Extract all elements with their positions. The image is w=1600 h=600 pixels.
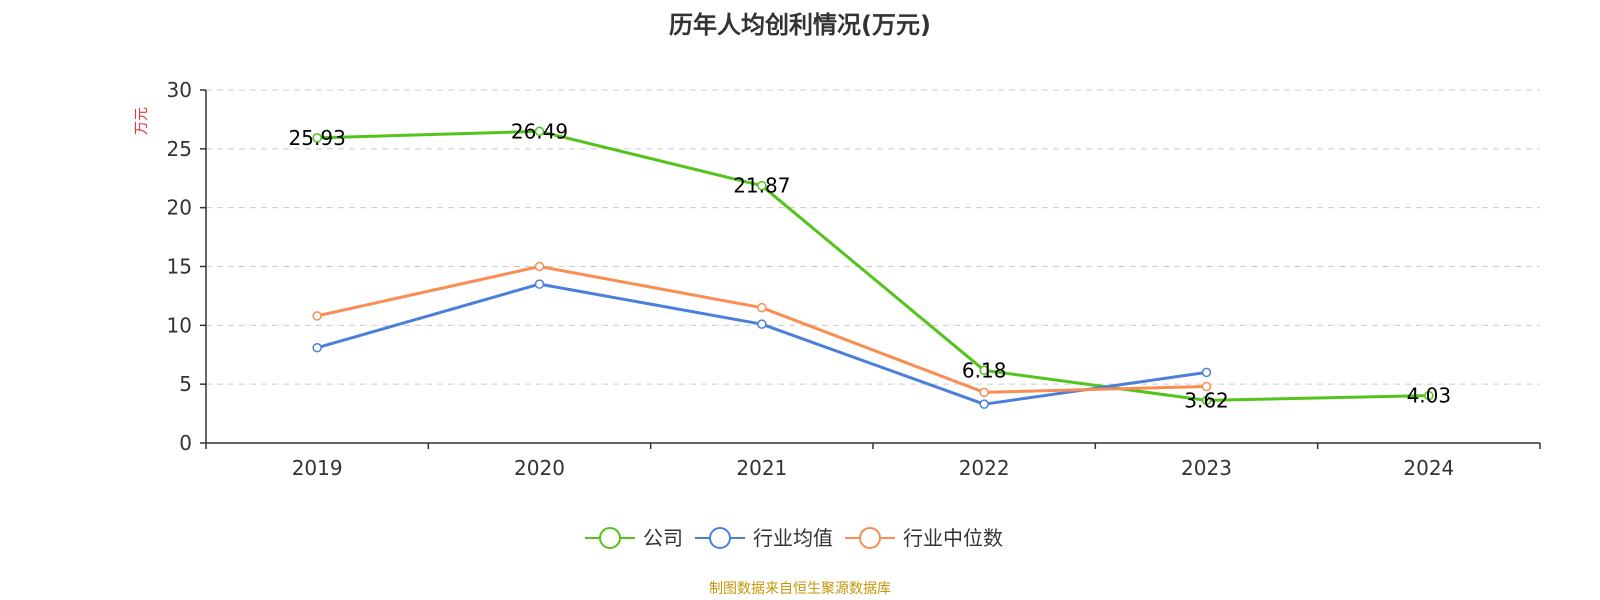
data-label: 26.49: [511, 119, 568, 143]
legend-label: 公司: [643, 526, 683, 550]
axes: 0 5 10 15 20 25 30 2019 2020 2021 2022 2023 2024: [167, 78, 1541, 480]
data-point: [312, 311, 322, 321]
data-point: [757, 319, 767, 329]
data-point: [979, 399, 989, 409]
data-point: [534, 261, 545, 272]
legend-label: 行业中位数: [903, 526, 1003, 550]
y-tick-label: 5: [179, 372, 192, 396]
source-note: 制图数据来自恒生聚源数据库: [709, 581, 891, 597]
data-label: 25.93: [289, 126, 346, 150]
x-tick-label: 2022: [959, 456, 1010, 480]
series-line-0: [317, 129, 1429, 402]
data-point: [534, 126, 545, 137]
y-tick-label: 25: [167, 137, 192, 161]
chart-title: 历年人均创利情况(万元): [669, 11, 931, 39]
data-point: [757, 302, 767, 313]
data-point: [1424, 390, 1434, 401]
data-point: [1201, 381, 1212, 392]
y-tick-label: 0: [179, 431, 192, 455]
legend-item[interactable]: 公司: [585, 526, 683, 550]
legend-marker: [599, 527, 621, 549]
legend-marker: [859, 527, 881, 549]
y-tick-label: 20: [167, 196, 192, 220]
y-tick-label: 10: [167, 313, 192, 337]
grid-lines: [206, 89, 1540, 385]
y-tick-label: 30: [167, 78, 192, 102]
data-label: 3.62: [1184, 388, 1229, 412]
data-point: [534, 279, 545, 289]
legend-label: 行业均值: [753, 526, 833, 550]
series-line-1: [316, 282, 1207, 406]
legend-marker: [709, 527, 731, 549]
x-tick-label: 2020: [514, 456, 565, 480]
legend: 公司 行业均值 行业中位数: [585, 526, 1003, 550]
legend-item[interactable]: 行业中位数: [845, 526, 1003, 550]
series-line-2: [316, 265, 1207, 394]
legend-item[interactable]: 行业均值: [695, 526, 833, 550]
data-point: [757, 180, 767, 191]
y-axis-unit-label: 万元: [134, 107, 150, 135]
data-labels: 25.93 26.49 21.87 6.18 3.62 4.03: [289, 119, 1452, 412]
x-tick-label: 2021: [736, 456, 787, 480]
data-point: [979, 365, 989, 376]
data-point: [979, 387, 989, 398]
y-tick-label: 15: [167, 255, 192, 279]
data-point: [312, 133, 322, 143]
data-point: [1201, 395, 1212, 406]
x-tick-label: 2019: [292, 456, 343, 480]
x-tick-label: 2024: [1403, 456, 1454, 480]
data-label: 6.18: [962, 358, 1007, 382]
data-label: 21.87: [733, 174, 790, 198]
data-label: 4.03: [1407, 384, 1452, 408]
series-lines: [312, 126, 1434, 409]
data-point: [1201, 367, 1212, 378]
x-tick-label: 2023: [1181, 456, 1232, 480]
data-point: [312, 342, 322, 353]
